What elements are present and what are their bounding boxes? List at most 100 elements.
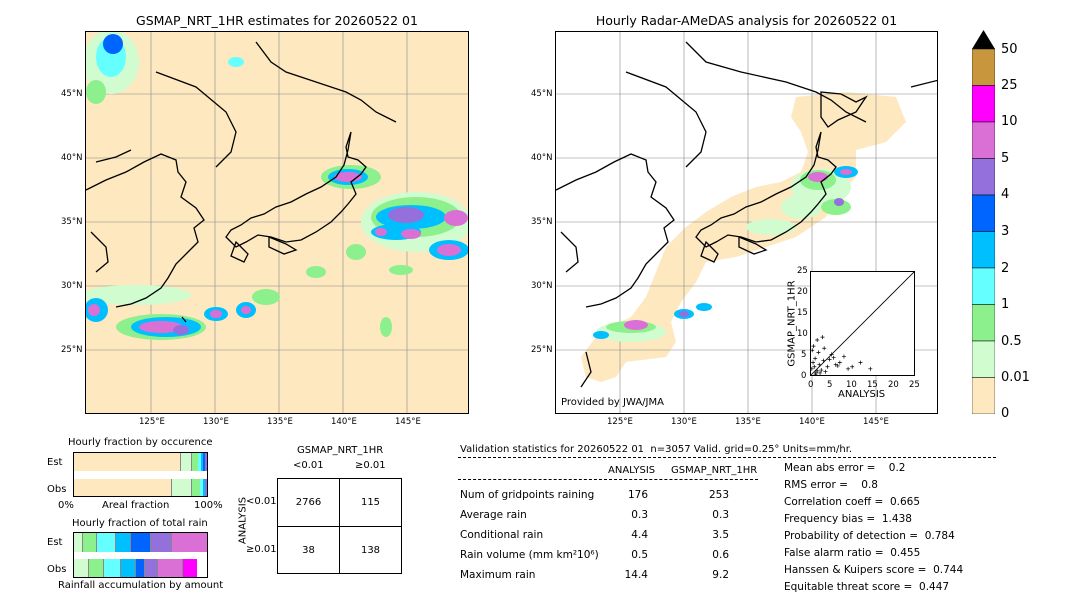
left-lat-30: 30°N [61, 281, 83, 291]
score-rms-error: RMS error = 0.8 [784, 479, 878, 491]
colorbar-label-0: 0 [1001, 406, 1010, 421]
right-lon-140: 140°E [799, 417, 825, 427]
colorbar-label-10: 10 [1001, 114, 1018, 129]
occurrence-est-label: Est [47, 457, 63, 468]
score-far: False alarm ratio = 0.455 [784, 547, 921, 559]
scatter-point [819, 368, 824, 373]
scatter-plot-area [809, 271, 915, 377]
colorbar-label-0.01: 0.01 [1001, 370, 1030, 385]
validation-col-gsmap: GSMAP_NRT_1HR [671, 465, 758, 476]
colorbar-label-50: 50 [1001, 42, 1018, 57]
right-lat-30: 30°N [531, 281, 553, 291]
scatter-xtick-15: 15 [867, 380, 878, 390]
scatter-ytick-5: 5 [801, 350, 807, 360]
scatter-point [816, 350, 821, 355]
colorbar-extend-arrow [972, 30, 995, 49]
left-rain-fields [86, 32, 468, 340]
right-map-svg [556, 32, 937, 413]
scatter-point [820, 335, 825, 340]
validation-col-analysis: ANALYSIS [608, 465, 656, 476]
contingency-cell-tp: 138 [360, 545, 381, 556]
scatter-diagonal [810, 271, 915, 376]
colorbar-swatch [971, 85, 996, 123]
right-lon-145: 145°E [863, 417, 889, 427]
validation-row-gsmap: 0.3 [712, 509, 729, 521]
scatter-point [841, 354, 846, 359]
left-lat-45: 45°N [61, 89, 83, 99]
left-map-panel [85, 31, 469, 414]
score-mean-abs-error: Mean abs error = 0.2 [784, 462, 906, 474]
validation-row-analysis: 14.4 [624, 569, 648, 581]
scatter-point [829, 352, 834, 357]
right-lon-125: 125°E [607, 417, 633, 427]
scatter-point [822, 346, 827, 351]
contingency-row-lt: <0.01 [246, 496, 277, 507]
right-lat-35: 35°N [531, 217, 553, 227]
occurrence-est-bar [74, 453, 207, 471]
scatter-point [811, 360, 816, 365]
colorbar-swatch [971, 194, 996, 232]
scatter-xlabel: ANALYSIS [838, 389, 886, 400]
scatter-ytick-0: 0 [801, 371, 807, 381]
colorbar-swatch [971, 48, 996, 86]
colorbar-swatch [971, 121, 996, 159]
validation-row-label: Num of gridpoints raining [460, 489, 595, 501]
data-credit: Provided by JWA/JMA [561, 397, 664, 408]
total-rain-footer: Rainfall accumulation by amount [58, 580, 224, 591]
right-lon-135: 135°E [735, 417, 761, 427]
scatter-xtick-20: 20 [888, 380, 899, 390]
colorbar-label-1: 1 [1001, 297, 1010, 312]
colorbar-swatch [971, 267, 996, 305]
scatter-point [868, 366, 873, 371]
colorbar-swatch [971, 304, 996, 342]
contingency-row-ge: ≥0.01 [246, 544, 277, 555]
left-lon-145: 145°E [395, 417, 421, 427]
left-lon-140: 140°E [331, 417, 357, 427]
occurrence-axis-right: 100% [194, 500, 223, 511]
scatter-svg [809, 271, 915, 377]
right-rain-fields [593, 166, 858, 342]
validation-row-label: Rain volume (mm km²10⁶) [460, 549, 599, 561]
scatter-ytick-15: 15 [797, 308, 808, 318]
scatter-point [835, 363, 840, 368]
occurrence-title: Hourly fraction by occurence [68, 437, 213, 448]
scatter-point [831, 355, 836, 360]
colorbar-swatch [971, 158, 996, 196]
scatter-point [809, 366, 814, 371]
total-rain-est-label: Est [47, 537, 63, 548]
occurrence-frame [73, 452, 208, 497]
scatter-point [815, 368, 820, 373]
scatter-point [821, 358, 826, 363]
colorbar-label-0.5: 0.5 [1001, 334, 1022, 349]
validation-divider [458, 457, 996, 458]
colorbar-label-4: 4 [1001, 187, 1010, 202]
scatter-point [833, 362, 838, 367]
scatter-point [815, 337, 820, 342]
left-lon-135: 135°E [267, 417, 293, 427]
total-rain-est-bar [74, 533, 207, 552]
left-coastlines [86, 41, 397, 323]
contingency-cell-tn: 2766 [295, 497, 322, 508]
scatter-point [825, 364, 830, 369]
validation-row-gsmap: 253 [708, 489, 729, 501]
scatter-point [811, 344, 816, 349]
score-hk: Hanssen & Kuipers score = 0.744 [784, 564, 964, 576]
colorbar-svg [971, 30, 996, 415]
scatter-point [837, 360, 842, 365]
left-lat-35: 35°N [61, 217, 83, 227]
scatter-xtick-10: 10 [846, 380, 857, 390]
validation-row-label: Average rain [460, 509, 527, 521]
validation-row-gsmap: 0.6 [712, 549, 729, 561]
validation-row-analysis: 4.4 [631, 529, 648, 541]
contingency-col-ge: ≥0.01 [355, 460, 386, 471]
right-lat-40: 40°N [531, 153, 553, 163]
colorbar-label-2: 2 [1001, 261, 1010, 276]
scatter-point [827, 357, 832, 362]
scatter-point [850, 364, 855, 369]
validation-header: Validation statistics for 20260522 01 n=… [460, 444, 853, 455]
validation-row-gsmap: 3.5 [712, 529, 729, 541]
scatter-ytick-10: 10 [797, 329, 808, 339]
scatter-point [823, 369, 828, 374]
contingency-cell-fp: 115 [360, 497, 381, 508]
contingency-cell-fn: 38 [302, 545, 315, 556]
